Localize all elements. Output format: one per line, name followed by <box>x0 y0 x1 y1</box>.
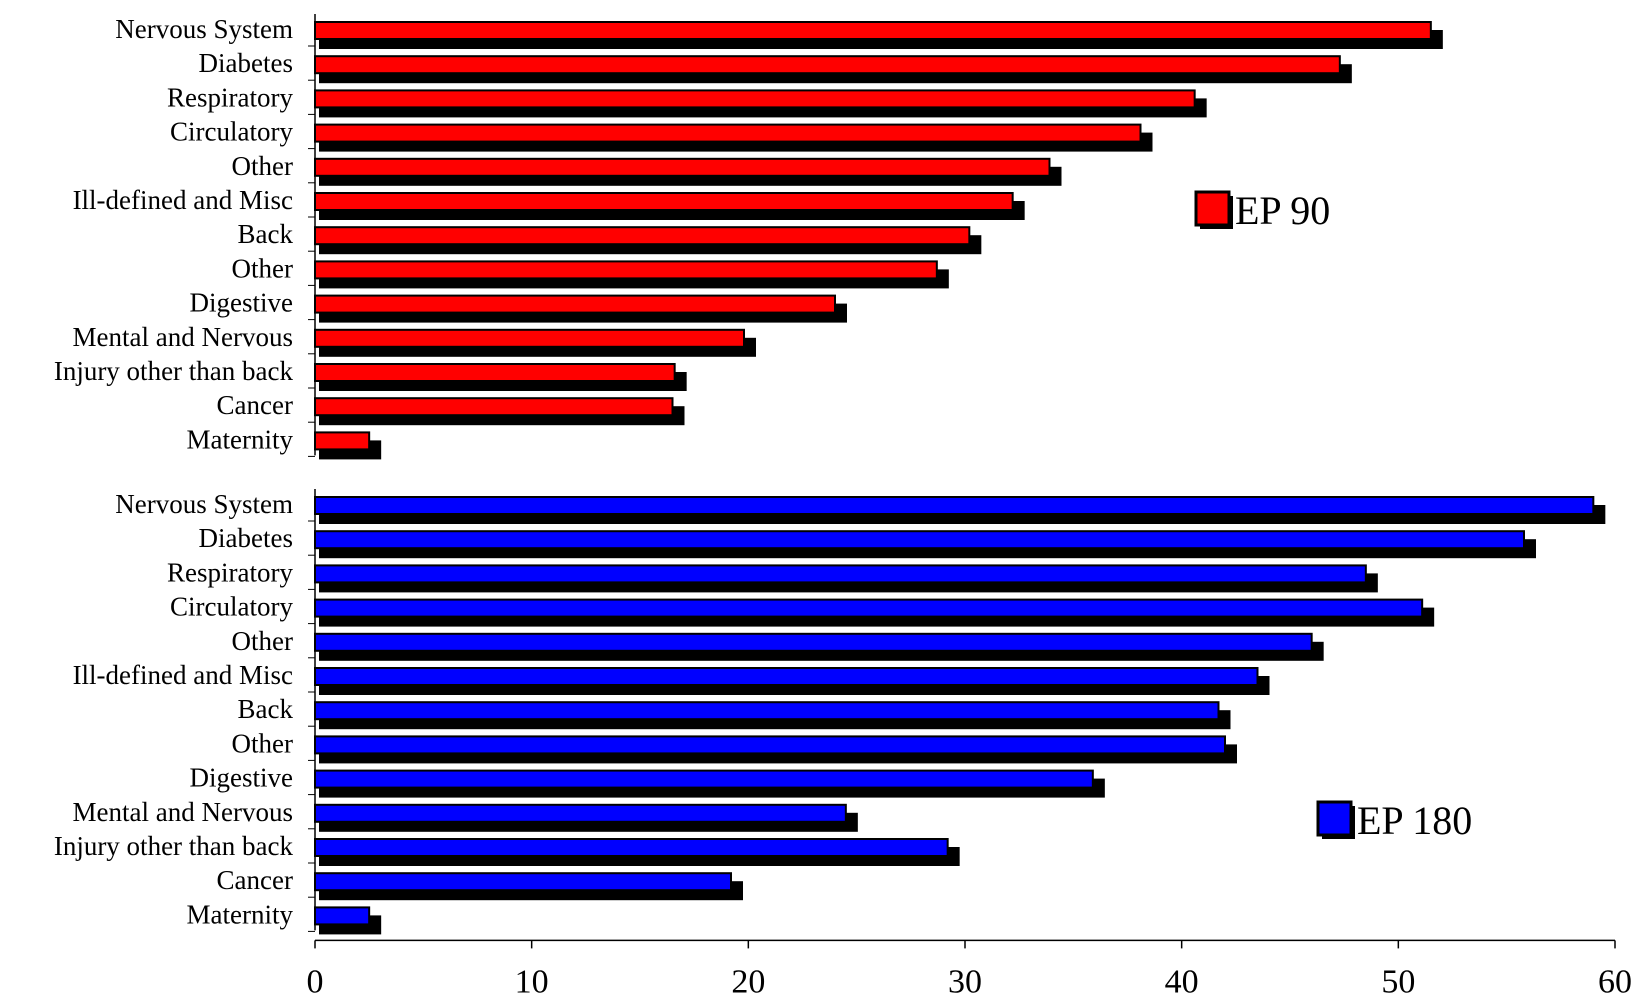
category-label: Other <box>232 253 293 283</box>
bar <box>314 431 371 451</box>
category-label: Diabetes <box>199 48 293 78</box>
bar <box>314 803 847 823</box>
x-tick-label: 60 <box>1598 963 1632 995</box>
x-tick-label: 0 <box>307 963 324 995</box>
category-label: Back <box>238 694 294 724</box>
bar <box>314 294 836 314</box>
bar <box>314 157 1051 177</box>
x-tick-label: 20 <box>731 963 765 995</box>
category-label: Back <box>238 219 294 249</box>
bar <box>314 906 371 926</box>
bar <box>314 55 1341 75</box>
category-label: Ill-defined and Misc <box>73 660 293 690</box>
category-label: Ill-defined and Misc <box>73 185 293 215</box>
legend-swatch <box>1194 190 1231 227</box>
category-label: Mental and Nervous <box>73 797 293 827</box>
bar <box>314 123 1142 143</box>
legend-label: EP 180 <box>1357 798 1472 843</box>
category-label: Circulatory <box>170 117 293 147</box>
category-label: Digestive <box>190 288 293 318</box>
bar <box>314 226 971 246</box>
category-label: Mental and Nervous <box>73 322 293 352</box>
bar <box>314 667 1259 686</box>
x-tick-label: 30 <box>948 963 982 995</box>
category-label: Digestive <box>190 763 293 793</box>
category-label: Respiratory <box>167 82 293 112</box>
category-label: Maternity <box>187 899 294 929</box>
legend-label: EP 90 <box>1235 188 1330 233</box>
bar <box>314 192 1014 211</box>
category-label: Diabetes <box>199 523 293 553</box>
bar <box>314 838 949 857</box>
category-label: Cancer <box>217 865 293 895</box>
bar <box>314 530 1525 550</box>
category-label: Other <box>232 728 293 758</box>
bar <box>314 872 732 892</box>
category-label: Nervous System <box>115 489 293 519</box>
bar <box>314 564 1367 584</box>
bar <box>314 397 674 417</box>
x-tick-label: 50 <box>1381 963 1415 995</box>
category-label: Injury other than back <box>54 356 294 386</box>
bar <box>314 735 1226 755</box>
bar <box>314 496 1595 515</box>
category-label: Respiratory <box>167 557 293 587</box>
category-label: Other <box>232 151 293 181</box>
bar <box>314 21 1432 40</box>
category-label: Circulatory <box>170 592 293 622</box>
bar <box>314 363 676 382</box>
bar <box>314 632 1313 652</box>
legend-swatch <box>1316 800 1353 837</box>
category-label: Maternity <box>187 424 294 454</box>
x-tick-label: 40 <box>1165 963 1199 995</box>
category-label: Injury other than back <box>54 831 294 861</box>
bar <box>314 598 1424 618</box>
category-label: Nervous System <box>115 14 293 44</box>
bar <box>314 89 1196 109</box>
category-label: Cancer <box>217 390 293 420</box>
category-label: Other <box>232 626 293 656</box>
bar <box>314 701 1220 721</box>
bar <box>314 260 938 280</box>
x-tick-label: 10 <box>515 963 549 995</box>
bar <box>314 328 745 348</box>
bar <box>314 769 1094 789</box>
